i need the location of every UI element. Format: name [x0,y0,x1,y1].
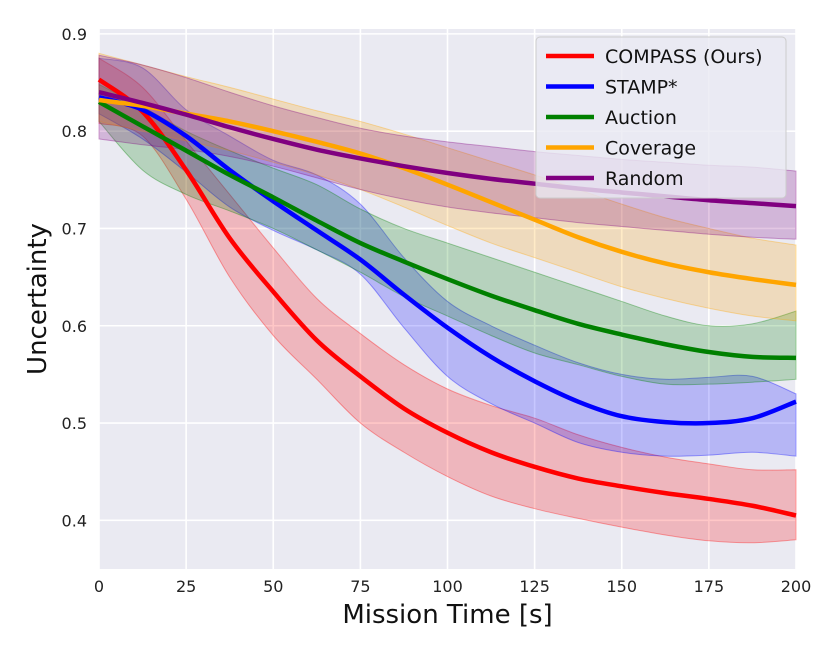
line-compass-ours [97,77,797,518]
x-tick-label: 0 [94,577,104,596]
axis-ticks: 0 25 50 75 100 125 150 175 200 0.4 0.5 0.6 0.7 0.8 0.9 [62,25,812,596]
y-tick-label: 0.7 [62,219,87,238]
y-axis-label: Uncertainty [23,223,53,375]
legend: COMPASS (Ours) STAMP* Auction Coverage Rando… [535,36,787,199]
legend-label-stamp: STAMP* [605,77,678,99]
y-tick-label: 0.4 [62,511,87,530]
legend-label-random: Random [605,168,684,190]
legend-label-auction: Auction [605,107,677,129]
x-tick-label: 25 [176,577,196,596]
legend-box [535,36,787,199]
x-tick-label: 50 [263,577,283,596]
line-coverage [98,97,797,288]
band-auction [98,83,797,386]
x-tick-label: 125 [519,577,550,596]
x-axis-label: Mission Time [s] [342,600,552,630]
x-tick-label: 175 [694,577,725,596]
line-auction [97,100,797,361]
y-tick-label: 0.5 [62,414,87,433]
band-compass-ours [98,57,797,544]
x-tick-label: 100 [432,577,463,596]
series-lines [97,77,797,518]
x-tick-label: 200 [781,577,812,596]
x-tick-label: 150 [606,577,637,596]
line-stamp [98,94,797,426]
y-tick-label: 0.8 [62,122,87,141]
x-tick-label: 75 [350,577,370,596]
legend-label-compass-ours: COMPASS (Ours) [605,46,763,68]
y-tick-label: 0.9 [62,25,87,44]
y-tick-label: 0.6 [62,317,87,336]
band-stamp [98,57,797,457]
legend-label-coverage: Coverage [605,138,696,160]
